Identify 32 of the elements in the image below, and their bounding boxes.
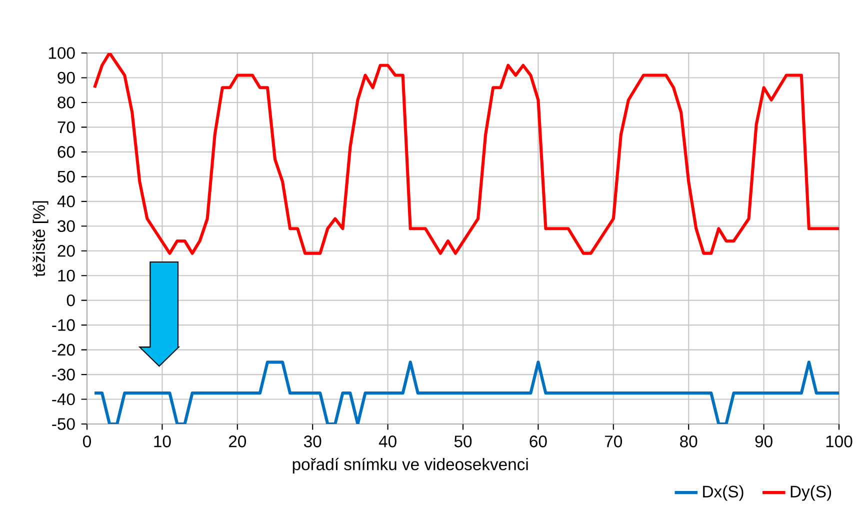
y-tick-label: 30	[58, 220, 75, 232]
x-tick-label: 40	[378, 436, 396, 448]
x-tick-label: 0	[83, 436, 91, 448]
x-tick-label: 50	[454, 436, 472, 448]
y-tick-label: -10	[52, 319, 75, 331]
y-tick-label: 0	[66, 294, 75, 306]
y-tick-label: 70	[58, 121, 75, 134]
x-tick-label: 60	[530, 436, 547, 448]
x-tick-label: 10	[154, 436, 171, 448]
y-tick-label: 40	[57, 196, 75, 208]
x-tick-label: 80	[680, 436, 698, 448]
y-tick-label: 90	[58, 72, 75, 84]
x-tick-label: 70	[604, 436, 622, 448]
y-tick-label: 20	[58, 244, 75, 257]
y-tick-label: -30	[52, 368, 75, 380]
y-tick-label: -40	[52, 393, 75, 406]
y-tick-label: -50	[52, 418, 75, 430]
x-axis-title: pořadí snímku ve videosekvenci	[292, 458, 528, 474]
y-axis-title: těžiště [%]	[32, 201, 48, 277]
y-tick-label: -20	[52, 344, 75, 356]
x-tick-label: 90	[755, 436, 772, 448]
x-tick-label: 30	[304, 436, 322, 448]
legend-label: Dy(S)	[790, 485, 832, 501]
line-series	[92, 53, 840, 255]
y-tick-label: 50	[58, 170, 75, 183]
y-tick-label: 100	[48, 47, 75, 59]
y-tick-label: 10	[58, 270, 75, 282]
y-tick-label: 80	[58, 96, 75, 108]
x-tick-label: 100	[826, 436, 852, 448]
legend-label: Dx(S)	[703, 485, 744, 501]
x-tick-label: 20	[228, 436, 246, 448]
y-tick-label: 60	[58, 146, 75, 158]
